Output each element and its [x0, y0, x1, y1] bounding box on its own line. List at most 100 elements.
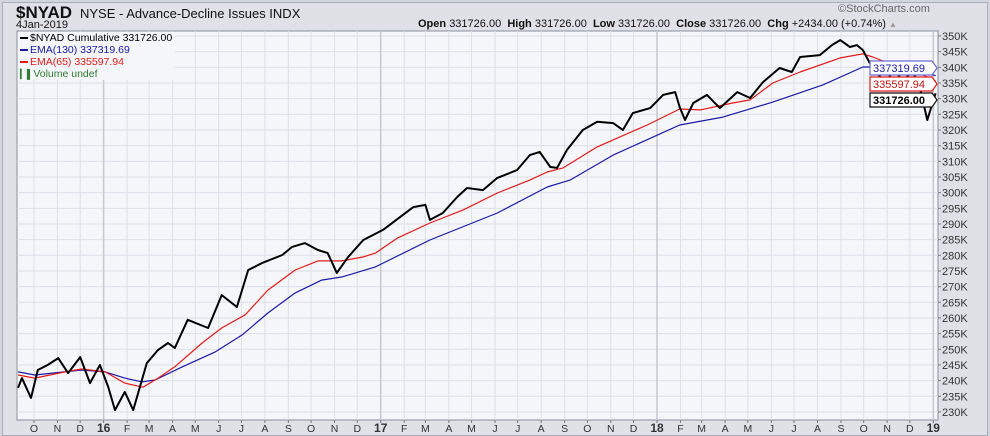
- price-label-text: 331726.00: [873, 95, 925, 107]
- y-tick-label: 305K: [942, 172, 968, 184]
- x-tick-label: N: [883, 423, 891, 435]
- y-tick-label: 295K: [942, 203, 968, 215]
- y-tick-label: 325K: [942, 109, 968, 121]
- high-label: High: [507, 18, 532, 30]
- triangle-up-icon: ▲: [889, 20, 897, 29]
- ema65-price-label: 335597.94: [869, 76, 938, 92]
- x-tick-label: S: [285, 423, 292, 435]
- legend-item-nyad: $NYAD Cumulative 331726.00: [20, 32, 172, 44]
- series-line--nyad-cumulative: [17, 39, 937, 412]
- legend-item-ema65: EMA(65) 335597.94: [20, 56, 172, 68]
- x-tick-label: N: [331, 423, 339, 435]
- open-label: Open: [418, 18, 447, 30]
- close-price-label: 331726.00: [869, 92, 938, 108]
- x-tick-label: M: [467, 423, 476, 435]
- x-tick-label: A: [722, 423, 729, 435]
- legend-label: EMA(65) 335597.94: [30, 56, 124, 68]
- x-tick-label: A: [814, 423, 821, 435]
- x-tick-label: J: [791, 423, 796, 435]
- x-tick-label: A: [445, 423, 452, 435]
- x-tick-label: J: [769, 423, 774, 435]
- y-tick-label: 280K: [942, 250, 968, 262]
- y-tick-label: 300K: [942, 188, 968, 200]
- line-swatch-icon: [20, 37, 28, 40]
- y-tick-label: 255K: [942, 329, 968, 341]
- legend-item-volume: ▎▌Volume undef: [20, 68, 172, 80]
- x-tick-label: N: [607, 423, 615, 435]
- x-tick-label: 18: [650, 421, 664, 435]
- x-tick-label: J: [515, 423, 520, 435]
- y-tick-label: 340K: [942, 62, 968, 74]
- x-tick-label: J: [216, 423, 221, 435]
- series-line-ema-130-: [17, 66, 936, 383]
- y-tick-label: 335K: [942, 78, 968, 90]
- chg-label: Chg: [767, 18, 789, 30]
- x-tick-label: 17: [374, 421, 388, 435]
- x-tick-label: 16: [97, 421, 111, 435]
- x-tick-label: O: [307, 423, 315, 435]
- price-label-text: 337319.69: [873, 63, 925, 75]
- low-value: 331726.00: [618, 18, 671, 30]
- x-tick-label: D: [353, 423, 361, 435]
- x-tick-label: M: [743, 423, 752, 435]
- y-tick-label: 275K: [942, 266, 968, 278]
- x-tick-label: O: [583, 423, 591, 435]
- ohlc-readout: Open 331726.00 High 331726.00 Low 331726…: [418, 18, 897, 30]
- x-tick-label: M: [421, 423, 430, 435]
- price-label-box: [869, 60, 938, 76]
- low-label: Low: [592, 18, 615, 30]
- x-tick-label: A: [169, 423, 176, 435]
- x-tick-label: M: [697, 423, 706, 435]
- plot-area: [16, 30, 939, 421]
- y-tick-label: 235K: [942, 391, 968, 403]
- x-tick-label: F: [677, 423, 683, 435]
- price-label-box: [869, 92, 938, 108]
- y-tick-label: 240K: [942, 376, 968, 388]
- close-value: 331726.00: [709, 18, 762, 30]
- x-tick-label: M: [191, 423, 200, 435]
- y-tick-label: 230K: [942, 407, 968, 419]
- x-tick-label: S: [561, 423, 568, 435]
- y-tick-label: 245K: [942, 360, 968, 372]
- x-tick-label: J: [239, 423, 244, 435]
- price-label-box: [869, 76, 938, 92]
- line-swatch-icon: [20, 49, 28, 52]
- y-tick-label: 345K: [942, 47, 968, 59]
- chart-legend: $NYAD Cumulative 331726.00 EMA(130) 3373…: [19, 32, 176, 80]
- x-tick-label: D: [76, 423, 84, 435]
- x-tick-label: F: [401, 423, 407, 435]
- y-tick-label: 315K: [942, 141, 968, 153]
- chart-date: 4Jan-2019: [16, 19, 68, 31]
- ema130-price-label: 337319.69: [869, 60, 938, 76]
- legend-label: EMA(130) 337319.69: [30, 44, 130, 56]
- x-tick-label: D: [906, 423, 914, 435]
- y-tick-label: 270K: [942, 282, 968, 294]
- high-value: 331726.00: [534, 18, 587, 30]
- y-tick-label: 265K: [942, 297, 968, 309]
- x-tick-label: N: [54, 423, 62, 435]
- brand-watermark: ©StockCharts.com: [838, 3, 930, 15]
- y-tick-label: 350K: [942, 31, 968, 43]
- y-tick-label: 250K: [942, 344, 968, 356]
- symbol-description: NYSE - Advance-Decline Issues INDX: [80, 6, 301, 21]
- x-tick-label: F: [124, 423, 130, 435]
- x-tick-label: M: [145, 423, 154, 435]
- y-tick-label: 290K: [942, 219, 968, 231]
- x-tick-label: 19: [927, 421, 941, 435]
- open-value: 331726.00: [449, 18, 502, 30]
- bar-chart-icon: ▎▌: [20, 69, 34, 79]
- y-tick-label: 285K: [942, 235, 968, 247]
- price-label-text: 335597.94: [873, 79, 925, 91]
- x-tick-label: D: [630, 423, 638, 435]
- y-tick-label: 260K: [942, 313, 968, 325]
- chg-value: +2434.00 (+0.74%): [791, 18, 886, 30]
- series-line-ema-65-: [17, 53, 936, 388]
- x-tick-label: J: [492, 423, 497, 435]
- x-tick-label: O: [860, 423, 868, 435]
- legend-label: Volume undef: [33, 68, 98, 80]
- y-tick-label: 310K: [942, 156, 968, 168]
- y-tick-label: 320K: [942, 125, 968, 137]
- close-label: Close: [676, 18, 707, 30]
- legend-label: $NYAD Cumulative 331726.00: [30, 32, 173, 44]
- legend-item-ema130: EMA(130) 337319.69: [20, 44, 172, 56]
